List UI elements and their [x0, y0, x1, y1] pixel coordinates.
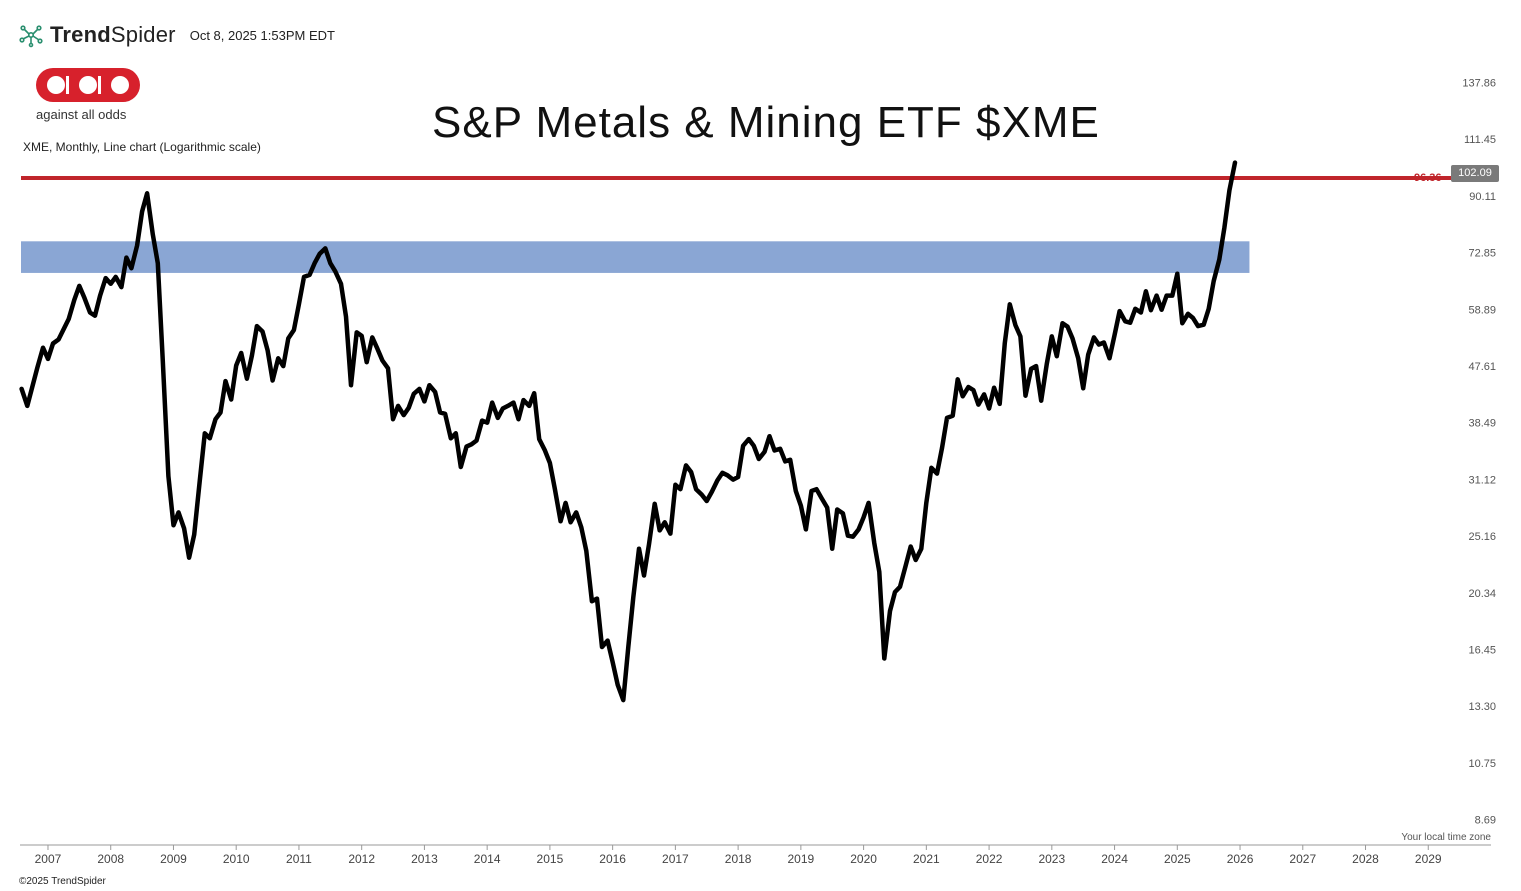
- x-tick-label: 2007: [35, 852, 62, 866]
- x-tick-label: 2010: [223, 852, 250, 866]
- y-tick-label: 137.86: [1462, 78, 1496, 90]
- against-all-odds-logo: [36, 68, 140, 102]
- x-tick-label: 2026: [1227, 852, 1254, 866]
- x-tick-label: 2012: [348, 852, 375, 866]
- last-price-badge: 102.09: [1451, 165, 1499, 182]
- x-tick-label: 2020: [850, 852, 877, 866]
- x-tick-label: 2015: [537, 852, 564, 866]
- x-tick-label: 2021: [913, 852, 940, 866]
- y-tick-label: 72.85: [1468, 248, 1496, 260]
- x-tick-label: 2011: [286, 852, 312, 866]
- x-tick-label: 2009: [160, 852, 187, 866]
- x-tick-label: 2025: [1164, 852, 1191, 866]
- x-tick-label: 2018: [725, 852, 752, 866]
- y-axis: 137.86 111.45 90.11 72.85 58.89 47.61 38.49 31.…: [1462, 78, 1496, 827]
- header: TrendSpider Oct 8, 2025 1:53PM EDT: [18, 22, 335, 48]
- y-tick-label: 10.75: [1468, 758, 1496, 770]
- chart-title: S&P Metals & Mining ETF $XME: [432, 98, 1100, 147]
- resistance-label: 96.36: [1414, 172, 1442, 184]
- x-tick-label: 2023: [1038, 852, 1065, 866]
- y-tick-label: 25.16: [1468, 531, 1496, 543]
- trendspider-brand: TrendSpider: [50, 22, 176, 47]
- x-tick-label: 2029: [1415, 852, 1442, 866]
- y-tick-label: 111.45: [1464, 134, 1496, 146]
- x-tick-label: 2016: [599, 852, 626, 866]
- y-tick-label: 47.61: [1468, 361, 1496, 373]
- logo-text: against all odds: [36, 107, 127, 122]
- xme-price-line: [19, 160, 1238, 703]
- x-tick-label: 2013: [411, 852, 438, 866]
- y-tick-label: 38.49: [1468, 418, 1496, 430]
- copyright: ©2025 TrendSpider: [19, 876, 106, 887]
- y-tick-label: 90.11: [1469, 191, 1496, 203]
- x-axis: 2007 2008 2009 2010 2011 2012 2013 2014 2015 2016…: [35, 845, 1442, 866]
- x-tick-label: 2008: [97, 852, 124, 866]
- chart-description: XME, Monthly, Line chart (Logarithmic sc…: [23, 140, 261, 154]
- support-zone: [21, 241, 1250, 273]
- x-tick-label: 2019: [788, 852, 815, 866]
- y-tick-label: 13.30: [1468, 701, 1496, 713]
- x-tick-label: 2028: [1352, 852, 1379, 866]
- y-tick-label: 58.89: [1468, 304, 1496, 316]
- x-tick-label: 2017: [662, 852, 689, 866]
- timestamp: Oct 8, 2025 1:53PM EDT: [189, 27, 335, 43]
- y-tick-label: 8.69: [1475, 815, 1496, 827]
- y-tick-label: 31.12: [1468, 474, 1496, 486]
- x-tick-label: 2014: [474, 852, 501, 866]
- y-tick-label: 20.34: [1468, 588, 1496, 600]
- x-tick-label: 2024: [1101, 852, 1128, 866]
- trendspider-logo-icon: [19, 25, 43, 48]
- x-tick-label: 2027: [1289, 852, 1316, 866]
- y-tick-label: 16.45: [1468, 644, 1496, 656]
- x-tick-label: 2022: [976, 852, 1003, 866]
- timezone-label: Your local time zone: [1401, 832, 1491, 843]
